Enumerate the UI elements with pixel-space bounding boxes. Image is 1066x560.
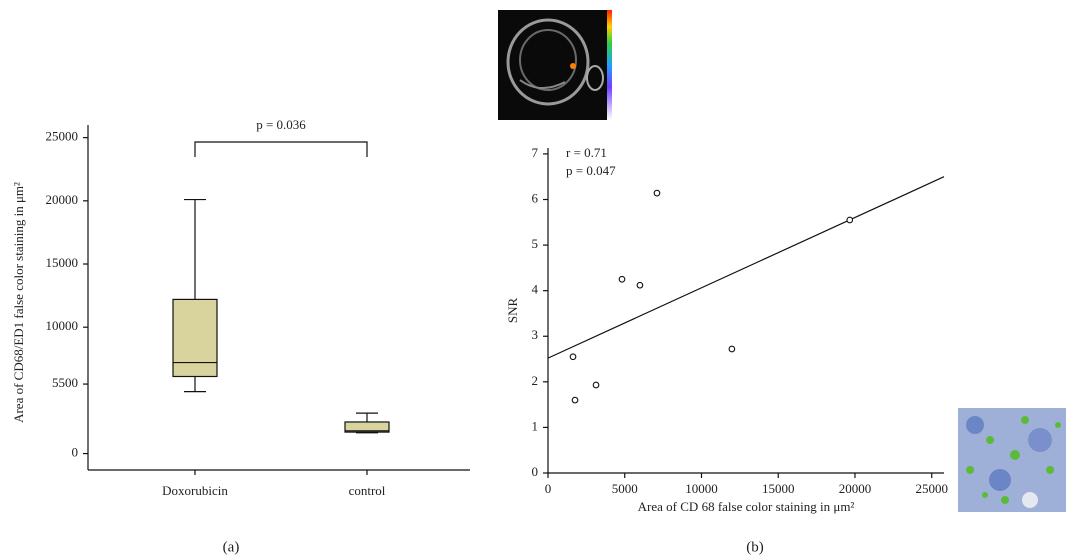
y-tick-label: 25000 [46, 129, 79, 144]
panel-label: (b) [746, 539, 764, 555]
significance-bracket [195, 142, 367, 157]
point [572, 397, 578, 403]
box [173, 299, 217, 376]
y-axis-label: Area of CD68/ED1 false color staining in… [11, 182, 26, 423]
point [593, 382, 599, 388]
figure: 0550010000150002000025000Area of CD68/ED… [0, 0, 1066, 560]
y-tick-label: 6 [532, 190, 539, 205]
x-tick-label: 15000 [762, 481, 795, 496]
y-tick-label: 10000 [46, 318, 79, 333]
regression-line [548, 177, 944, 358]
y-tick-label: 2 [532, 373, 539, 388]
annotation: p = 0.036 [256, 117, 306, 132]
x-axis-label: Area of CD 68 false color staining in μm… [638, 499, 855, 514]
point [847, 217, 853, 223]
panel-label: (a) [223, 539, 240, 555]
x-tick-label: Doxorubicin [162, 483, 228, 498]
mri-image [498, 10, 612, 120]
x-tick-label: 20000 [839, 481, 872, 496]
point [654, 190, 660, 196]
point [619, 276, 625, 282]
y-tick-label: 3 [532, 327, 539, 342]
y-tick-label: 0 [72, 445, 79, 460]
point [729, 346, 735, 352]
y-tick-label: 20000 [46, 192, 79, 207]
x-tick-label: 10000 [685, 481, 718, 496]
y-tick-label: 0 [532, 464, 539, 479]
y-tick-label: 15000 [46, 255, 79, 270]
point [637, 282, 643, 288]
x-tick-label: control [349, 483, 386, 498]
y-tick-label: 4 [532, 282, 539, 297]
x-tick-label: 0 [545, 481, 552, 496]
y-tick-label: 5 [532, 236, 539, 251]
y-tick-label: 7 [532, 145, 539, 160]
x-tick-label: 25000 [915, 481, 948, 496]
y-tick-label: 5500 [52, 375, 78, 390]
y-axis-label: SNR [505, 298, 520, 324]
histology-image [958, 408, 1066, 512]
point [570, 354, 576, 360]
annotation: r = 0.71 [566, 145, 607, 160]
annotation: p = 0.047 [566, 163, 616, 178]
x-tick-label: 5000 [612, 481, 638, 496]
y-tick-label: 1 [532, 418, 539, 433]
